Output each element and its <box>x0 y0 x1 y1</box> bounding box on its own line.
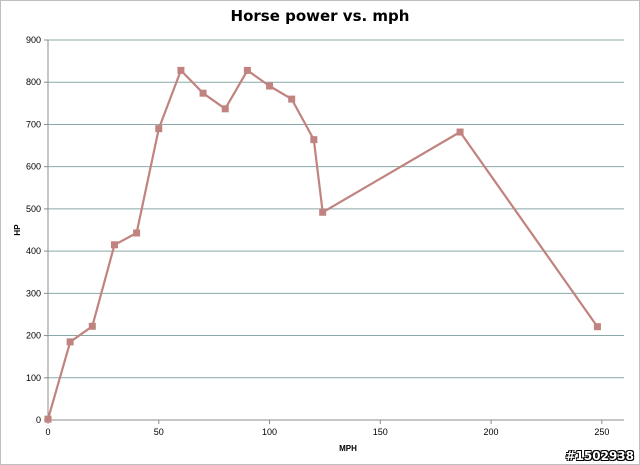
x-tick-label: 200 <box>484 427 499 437</box>
y-tick-label: 100 <box>26 373 41 383</box>
data-point <box>319 208 327 216</box>
y-tick-label: 700 <box>26 119 41 129</box>
data-point <box>221 105 229 113</box>
x-tick-label: 250 <box>594 427 609 437</box>
x-tick-label: 100 <box>262 427 277 437</box>
y-axis-title: HP <box>13 224 22 236</box>
series-line <box>46 69 599 420</box>
data-point <box>593 323 601 331</box>
x-tick-label: 0 <box>45 427 50 437</box>
data-point <box>133 229 141 237</box>
data-point <box>88 322 96 330</box>
y-tick-label: 300 <box>26 288 41 298</box>
data-point <box>266 82 274 90</box>
chart-title: Horse power vs. mph <box>230 7 410 25</box>
axes <box>44 39 624 424</box>
y-tick-label: 400 <box>26 246 41 256</box>
data-point <box>66 338 74 346</box>
y-tick-label: 600 <box>26 162 41 172</box>
y-tick-label: 500 <box>26 204 41 214</box>
data-point <box>310 136 318 144</box>
tick-labels: 0 100 200 300 400 500 600 700 800 900 0 50 100 150 200… <box>26 35 609 437</box>
y-tick-label: 0 <box>36 415 41 425</box>
x-axis-title: MPH <box>339 444 357 453</box>
data-point <box>456 128 464 136</box>
data-point <box>44 415 52 423</box>
x-tick-label: 50 <box>154 427 164 437</box>
y-tick-label: 900 <box>26 35 41 45</box>
grid-lines <box>48 39 624 379</box>
watermark: #1502938 <box>565 449 634 463</box>
data-point <box>110 241 118 249</box>
y-tick-label: 200 <box>26 331 41 341</box>
data-point <box>155 125 163 133</box>
y-tick-label: 800 <box>26 77 41 87</box>
data-point <box>177 66 185 74</box>
data-series <box>44 66 601 423</box>
data-point <box>288 95 296 103</box>
x-tick-label: 150 <box>373 427 388 437</box>
data-point <box>199 89 207 97</box>
data-point <box>243 66 251 74</box>
